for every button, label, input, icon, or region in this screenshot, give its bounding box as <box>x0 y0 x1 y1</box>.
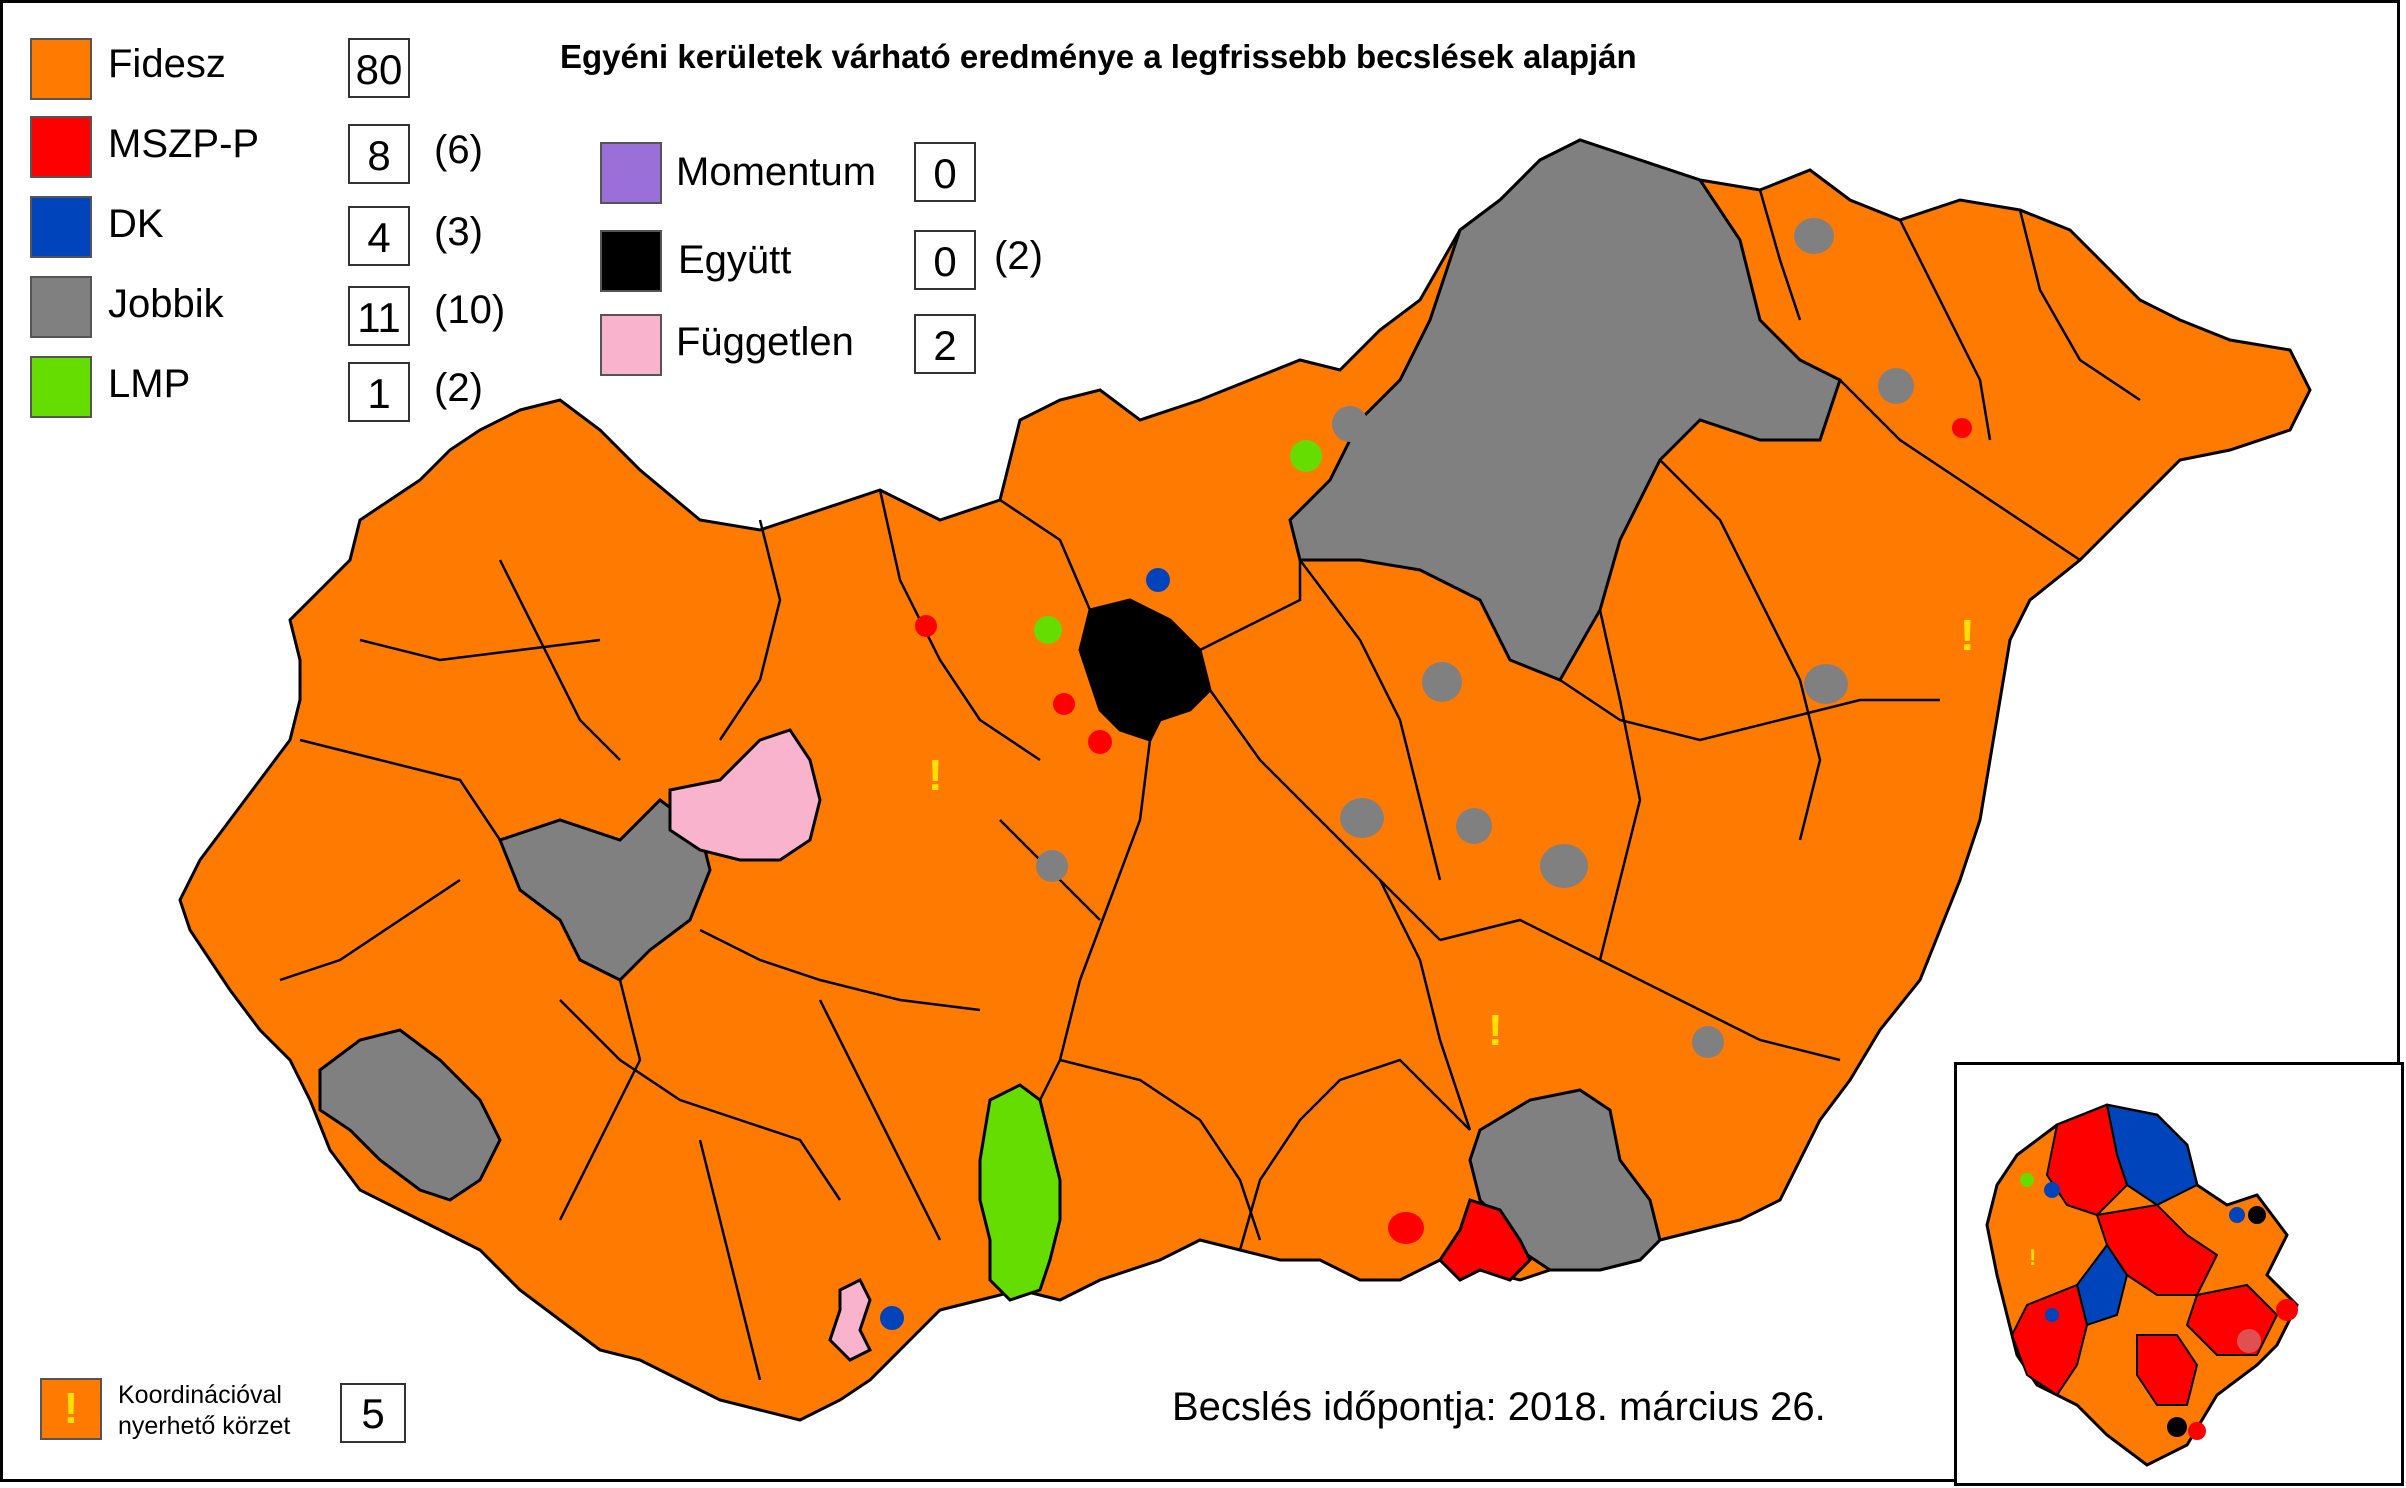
dot-mszp <box>1088 730 1112 754</box>
coordination-count: 5 <box>340 1383 406 1443</box>
swatch-lmp <box>30 356 92 418</box>
legend-prev-dk: (3) <box>434 210 483 254</box>
dot-mszp <box>1053 693 1075 715</box>
coordination-swatch: ! <box>40 1378 102 1440</box>
dot-jobbik <box>1794 218 1834 254</box>
swatch-momentum <box>600 142 662 204</box>
region-mszp-szeged <box>1438 1198 1532 1282</box>
map-title: Egyéni kerületek várható eredménye a leg… <box>560 38 1637 75</box>
coordination-line-2: nyerhető körzet <box>118 1412 291 1440</box>
dot-jobbik <box>1456 808 1492 844</box>
inset-mszp-north <box>2045 1103 2129 1217</box>
inset-mszp-southwest <box>2010 1283 2089 1397</box>
region-lmp-szekszard <box>978 1083 1062 1302</box>
legend-count-fuggetlen: 2 <box>914 314 976 374</box>
coordination-legend-text: Koordinációval nyerhető körzet <box>118 1380 290 1442</box>
inset-dot-dk <box>2045 1308 2059 1322</box>
legend-count-momentum: 0 <box>914 142 976 202</box>
inset-dot-egyutt <box>2248 1206 2266 1224</box>
legend-label-egyutt: Együtt <box>678 238 792 282</box>
dot-mszp <box>1388 1212 1424 1244</box>
inset-dot-mszp <box>2276 1299 2298 1321</box>
region-fuggetlen-veszprem <box>668 728 822 862</box>
dot-lmp <box>1034 616 1062 644</box>
legend-count-egyutt: 0 <box>914 230 976 290</box>
swatch-fuggetlen <box>600 314 662 376</box>
legend-count-dk: 4 <box>348 206 410 266</box>
swatch-jobbik <box>30 276 92 338</box>
dot-mszp <box>1952 418 1972 438</box>
dot-dk <box>1146 568 1170 592</box>
legend-prev-lmp: (2) <box>434 366 483 410</box>
dot-jobbik <box>1422 662 1462 702</box>
legend-label-momentum: Momentum <box>676 150 877 194</box>
dot-jobbik <box>1878 368 1914 404</box>
inset-dot-dk <box>2229 1207 2245 1223</box>
inset-mszp-south <box>2136 1334 2199 1406</box>
coordination-mark: ! <box>928 751 943 800</box>
dot-lmp <box>1290 440 1322 472</box>
swatch-egyutt <box>600 230 662 292</box>
legend-label-fuggetlen: Független <box>676 320 854 364</box>
inset-dot-lmp <box>2020 1173 2034 1187</box>
estimate-date: Becslés időpontja: 2018. március 26. <box>1172 1385 1826 1429</box>
region-jobbik-west <box>498 798 712 982</box>
region-jobbik-southwest <box>318 1028 502 1202</box>
dot-jobbik <box>1692 1026 1724 1058</box>
swatch-dk <box>30 196 92 258</box>
legend-count-mszp: 8 <box>348 124 410 184</box>
swatch-fidesz <box>30 38 92 100</box>
budapest-inset-map: ! <box>1985 1103 2299 1467</box>
legend-count-fidesz: 80 <box>348 38 410 98</box>
dot-jobbik <box>1340 798 1384 838</box>
dot-jobbik <box>1540 844 1588 888</box>
dot-jobbik <box>1332 406 1368 442</box>
coordination-mark: ! <box>1960 611 1975 660</box>
district-boundaries <box>279 189 2141 1381</box>
inset-dot-mszp <box>2188 1422 2206 1440</box>
marker-dots <box>880 218 1972 1330</box>
region-fuggetlen-pecs <box>828 1277 873 1362</box>
coordination-line-1: Koordinációval <box>118 1381 282 1409</box>
coordination-marks: ! ! ! <box>928 611 1975 1055</box>
dot-jobbik <box>1036 850 1068 882</box>
legend-label-mszp: MSZP-P <box>108 122 260 166</box>
dot-mszp <box>915 615 937 637</box>
inset-dot-egyutt <box>2167 1417 2187 1437</box>
legend-label-dk: DK <box>108 202 164 246</box>
inset-dk-center <box>2075 1243 2129 1327</box>
budapest-inset: ! <box>1954 1062 2404 1486</box>
coordination-mark: ! <box>1488 1006 1503 1055</box>
inset-dot-dk <box>2044 1182 2060 1198</box>
legend-label-jobbik: Jobbik <box>108 282 224 326</box>
legend-count-lmp: 1 <box>348 362 410 422</box>
region-budapest <box>1078 598 1212 742</box>
legend-prev-mszp: (6) <box>434 128 483 172</box>
inset-dot-mszp <box>2237 1329 2261 1353</box>
legend-prev-jobbik: (10) <box>434 288 506 332</box>
country-shape <box>178 138 2312 1422</box>
swatch-mszp <box>30 116 92 178</box>
region-jobbik-northeast <box>1288 138 1842 682</box>
dot-jobbik <box>1804 664 1848 704</box>
legend-label-fidesz: Fidesz <box>108 42 226 86</box>
dot-dk <box>880 1306 904 1330</box>
legend-label-lmp: LMP <box>108 362 191 406</box>
inset-coordination-mark: ! <box>2029 1245 2036 1270</box>
legend-prev-egyutt: (2) <box>994 234 1043 278</box>
legend-count-jobbik: 11 <box>348 286 410 346</box>
